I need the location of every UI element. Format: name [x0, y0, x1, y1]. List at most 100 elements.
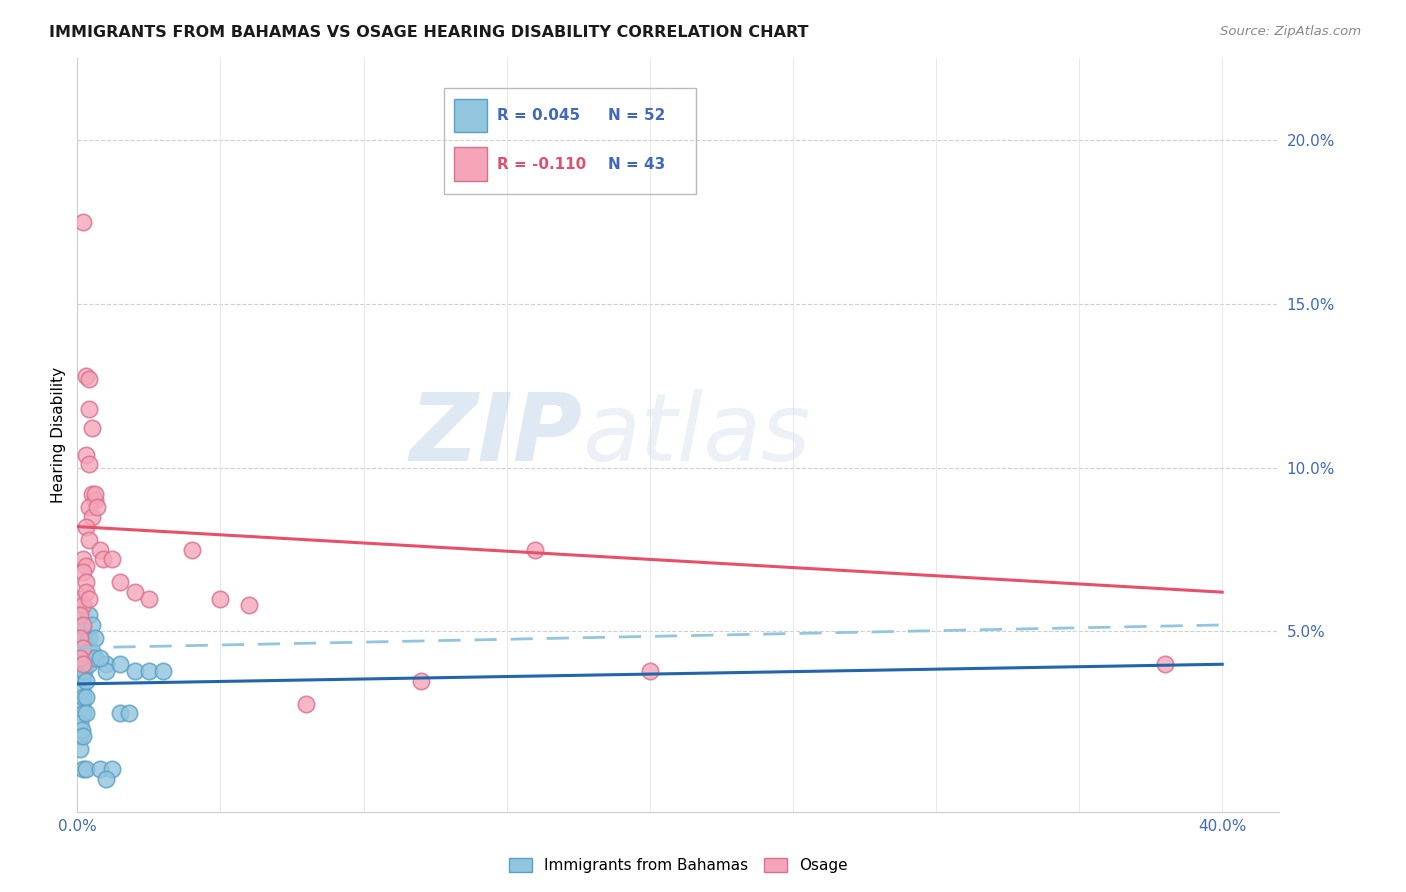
- Point: [75, 448, 97, 462]
- Point: [75, 638, 97, 652]
- Point: [77, 533, 100, 547]
- Point: [72, 552, 94, 566]
- Point: [72, 762, 94, 776]
- Point: [80, 487, 103, 501]
- Point: [70, 670, 93, 684]
- Point: [94, 657, 117, 672]
- Legend: Immigrants from Bahamas, Osage: Immigrants from Bahamas, Osage: [503, 852, 853, 880]
- Point: [138, 664, 160, 678]
- Point: [77, 458, 100, 472]
- Point: [69, 742, 91, 756]
- Point: [89, 650, 111, 665]
- Point: [94, 772, 117, 786]
- Point: [72, 599, 94, 613]
- Point: [409, 673, 432, 688]
- Point: [72, 640, 94, 655]
- Point: [100, 552, 122, 566]
- Point: [77, 372, 100, 386]
- Point: [80, 509, 103, 524]
- Point: [110, 706, 132, 721]
- Point: [295, 697, 318, 711]
- Point: [83, 487, 105, 501]
- Point: [69, 650, 91, 665]
- Point: [72, 706, 94, 721]
- Point: [70, 683, 93, 698]
- Point: [77, 591, 100, 606]
- Text: IMMIGRANTS FROM BAHAMAS VS OSAGE HEARING DISABILITY CORRELATION CHART: IMMIGRANTS FROM BAHAMAS VS OSAGE HEARING…: [49, 25, 808, 40]
- Point: [118, 706, 141, 721]
- Point: [152, 664, 174, 678]
- Point: [75, 690, 97, 704]
- Point: [91, 552, 114, 566]
- Bar: [454, 147, 486, 181]
- Point: [70, 631, 93, 645]
- Point: [75, 368, 97, 383]
- Point: [75, 706, 97, 721]
- Point: [180, 542, 202, 557]
- Point: [83, 650, 105, 665]
- Point: [73, 664, 96, 678]
- Point: [69, 730, 91, 744]
- Point: [86, 500, 108, 514]
- Point: [69, 608, 91, 623]
- Point: [238, 599, 260, 613]
- Point: [1154, 657, 1177, 672]
- Point: [72, 618, 94, 632]
- Point: [83, 631, 105, 645]
- Point: [72, 566, 94, 580]
- Point: [75, 673, 97, 688]
- Y-axis label: Hearing Disability: Hearing Disability: [51, 367, 66, 503]
- Point: [638, 664, 661, 678]
- Point: [72, 657, 94, 672]
- Point: [67, 631, 90, 645]
- Point: [77, 500, 100, 514]
- Point: [77, 657, 100, 672]
- Point: [75, 519, 97, 533]
- Text: Source: ZipAtlas.com: Source: ZipAtlas.com: [1220, 25, 1361, 38]
- Point: [77, 401, 100, 416]
- Point: [75, 585, 97, 599]
- Point: [80, 644, 103, 658]
- Point: [72, 657, 94, 672]
- Point: [83, 493, 105, 508]
- Point: [72, 640, 94, 655]
- Point: [69, 716, 91, 731]
- Point: [89, 762, 111, 776]
- Point: [72, 670, 94, 684]
- Point: [524, 542, 547, 557]
- Point: [94, 664, 117, 678]
- Point: [110, 575, 132, 590]
- Point: [73, 631, 96, 645]
- Point: [69, 624, 91, 639]
- Point: [69, 664, 91, 678]
- Point: [72, 690, 94, 704]
- Point: [69, 644, 91, 658]
- Point: [69, 591, 91, 606]
- Point: [70, 723, 93, 737]
- Point: [75, 575, 97, 590]
- Point: [209, 591, 232, 606]
- Point: [77, 631, 100, 645]
- Point: [69, 631, 91, 645]
- Point: [72, 624, 94, 639]
- Text: ZIP: ZIP: [409, 389, 582, 481]
- Point: [67, 608, 90, 623]
- Point: [89, 542, 111, 557]
- Point: [70, 618, 93, 632]
- Point: [72, 730, 94, 744]
- Point: [70, 650, 93, 665]
- Text: atlas: atlas: [582, 389, 810, 481]
- Text: N = 52: N = 52: [607, 108, 665, 123]
- Point: [75, 762, 97, 776]
- Point: [75, 657, 97, 672]
- Bar: [454, 99, 486, 132]
- Point: [77, 608, 100, 623]
- Point: [80, 421, 103, 435]
- Point: [67, 657, 90, 672]
- Text: R = 0.045: R = 0.045: [496, 108, 581, 123]
- Point: [138, 591, 160, 606]
- Point: [72, 215, 94, 229]
- Point: [124, 664, 146, 678]
- Point: [124, 585, 146, 599]
- Text: R = -0.110: R = -0.110: [496, 157, 586, 171]
